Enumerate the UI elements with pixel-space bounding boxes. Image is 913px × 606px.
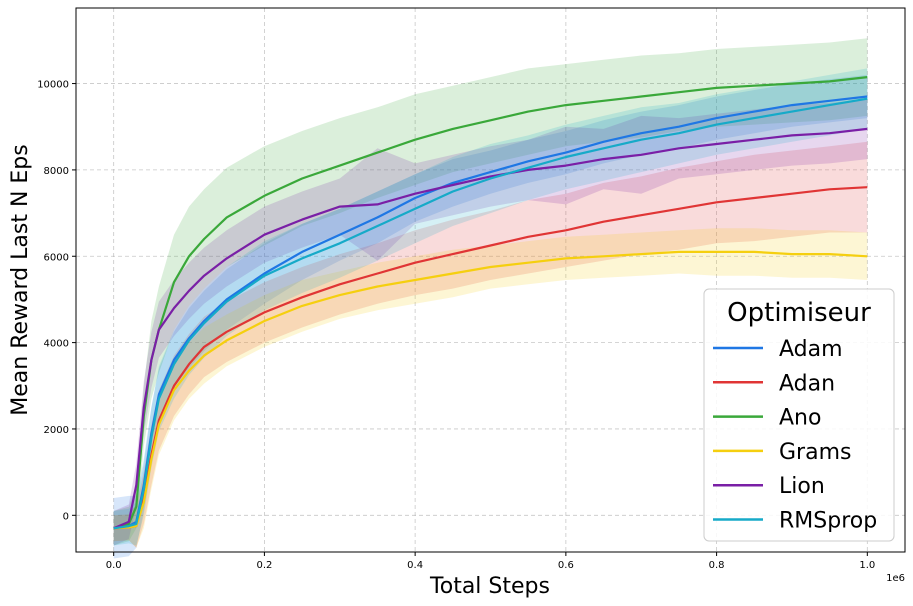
legend-label-ano: Ano: [779, 406, 821, 431]
band-grams: [113, 228, 868, 548]
legend-title: Optimiseur: [727, 298, 871, 328]
band-rmsprop: [113, 68, 868, 546]
legend-label-lion: Lion: [779, 474, 825, 499]
plot-frame: [75, 7, 906, 553]
series-lines: [113, 76, 868, 530]
line-grams: [113, 250, 868, 530]
grid: [76, 8, 905, 552]
y-axis-title: Mean Reward Last N Eps: [8, 144, 33, 415]
x-axis-title: Total Steps: [429, 574, 550, 599]
legend-box: [703, 288, 895, 542]
legend-label-rmsprop: RMSprop: [779, 509, 877, 534]
x-offset-label: 1e6: [886, 573, 905, 584]
line-rmsprop: [113, 97, 868, 530]
x-tick-label: 1.0: [859, 560, 875, 571]
band-lion: [113, 98, 868, 546]
line-lion: [113, 127, 868, 530]
legend-label-grams: Grams: [779, 440, 851, 465]
legend: Optimiseur Adam Adan Ano Grams Lion RMSprop: [703, 288, 895, 542]
y-tick-label: 0: [63, 511, 69, 522]
axis-ticks: 0.0 0.2 0.4 0.6 0.8 1.0 0 2000 4000 6000 8000 10000: [37, 80, 875, 571]
x-tick-label: 0.2: [256, 560, 272, 571]
y-tick-label: 8000: [44, 166, 69, 177]
legend-label-adan: Adan: [779, 371, 835, 396]
y-tick-label: 4000: [44, 339, 69, 350]
band-adan: [113, 141, 868, 548]
x-tick-label: 0.6: [558, 560, 574, 571]
y-tick-label: 6000: [44, 252, 69, 263]
legend-label-adam: Adam: [779, 337, 843, 362]
y-tick-label: 10000: [37, 80, 69, 91]
x-tick-label: 0.0: [106, 560, 122, 571]
x-tick-label: 0.4: [407, 560, 423, 571]
band-ano: [113, 38, 868, 546]
y-tick-label: 2000: [44, 425, 69, 436]
x-tick-label: 0.8: [709, 560, 725, 571]
